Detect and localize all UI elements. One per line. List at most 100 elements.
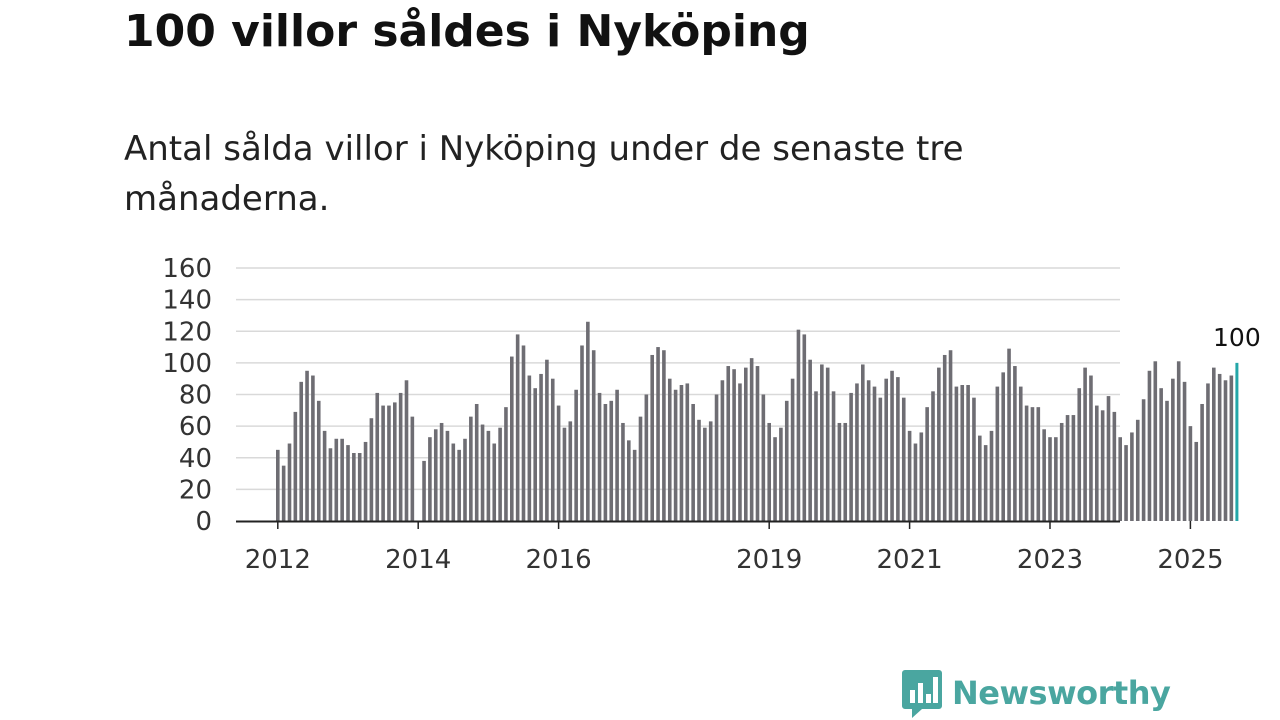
bar	[1194, 441, 1199, 521]
bar	[469, 416, 473, 521]
bar	[989, 430, 994, 521]
bar	[322, 430, 327, 521]
bar	[1159, 388, 1163, 521]
bar	[521, 345, 526, 521]
bar	[983, 445, 988, 521]
bar	[849, 392, 853, 521]
bar	[779, 427, 783, 521]
bar	[1176, 361, 1181, 521]
bar	[820, 364, 824, 521]
bar	[1147, 370, 1152, 521]
bar	[375, 392, 380, 521]
bar	[855, 383, 859, 521]
bar	[708, 421, 713, 521]
bar	[1042, 429, 1046, 521]
bar	[433, 429, 438, 521]
bar	[1217, 373, 1222, 521]
bar	[843, 422, 848, 521]
y-tick-label: 100	[162, 349, 212, 379]
bar	[1135, 419, 1140, 521]
bar	[486, 430, 491, 521]
bar	[650, 354, 654, 521]
bar	[1036, 407, 1041, 521]
bar	[387, 405, 391, 521]
bar	[510, 356, 514, 521]
x-tick-label: 2021	[877, 545, 943, 575]
bar	[831, 391, 836, 521]
bar	[1083, 367, 1087, 521]
bar	[825, 367, 830, 521]
y-tick-label: 60	[179, 412, 212, 442]
bar	[1188, 426, 1193, 521]
bar	[948, 350, 953, 521]
bar	[533, 388, 537, 521]
bar	[1171, 378, 1175, 521]
x-tick-label: 2014	[385, 545, 451, 575]
x-axis: 2012 2014 2016 2019 2021 2023 2025	[236, 520, 1223, 575]
bar	[428, 437, 432, 521]
bar	[316, 400, 321, 521]
bar	[802, 334, 807, 521]
bar	[1182, 381, 1187, 521]
bar	[726, 366, 731, 521]
bar	[1212, 367, 1216, 521]
bar	[1229, 375, 1234, 521]
bar	[896, 377, 900, 521]
bar	[773, 437, 777, 521]
bar	[790, 378, 795, 521]
bar	[942, 354, 947, 521]
bar	[972, 397, 976, 521]
x-tick-label: 2016	[526, 545, 592, 575]
bar	[422, 460, 426, 521]
bar	[328, 448, 333, 521]
bar	[586, 321, 590, 521]
bar	[1095, 405, 1099, 521]
bar	[697, 419, 701, 521]
bar	[410, 416, 415, 521]
x-tick-label: 2025	[1157, 545, 1223, 575]
bar	[492, 443, 497, 521]
bar	[755, 366, 760, 521]
brand-name: Newsworthy	[952, 674, 1171, 712]
bar	[784, 400, 789, 521]
bar	[580, 345, 584, 521]
bar	[995, 386, 1000, 521]
bar	[978, 435, 982, 521]
bars	[276, 321, 1239, 521]
bar	[299, 381, 303, 521]
bar	[1153, 361, 1158, 521]
y-tick-label: 160	[162, 254, 212, 284]
bar	[632, 449, 637, 521]
bar	[627, 440, 631, 521]
bar	[749, 358, 754, 521]
bar	[404, 380, 409, 521]
y-tick-label: 0	[195, 507, 212, 537]
bar	[638, 416, 643, 521]
bar	[550, 378, 555, 521]
bar	[1007, 348, 1011, 521]
bar	[1223, 380, 1228, 521]
bar	[919, 432, 924, 521]
bar	[346, 445, 350, 521]
y-tick-label: 120	[162, 317, 212, 347]
bar	[861, 364, 865, 521]
bar	[703, 427, 707, 521]
bar	[504, 407, 508, 521]
bar	[890, 370, 894, 521]
bar	[738, 383, 742, 521]
bar	[463, 438, 467, 521]
bar	[393, 402, 397, 521]
bar	[1124, 445, 1128, 521]
bar	[439, 422, 444, 521]
y-tick-label: 140	[162, 286, 212, 316]
bar	[281, 465, 286, 521]
bar	[1118, 437, 1122, 521]
bar	[398, 392, 403, 521]
bar	[340, 438, 344, 521]
bar	[474, 403, 479, 521]
bar	[287, 443, 292, 521]
bar	[1106, 396, 1111, 521]
bar	[744, 367, 748, 521]
bar	[293, 411, 298, 521]
